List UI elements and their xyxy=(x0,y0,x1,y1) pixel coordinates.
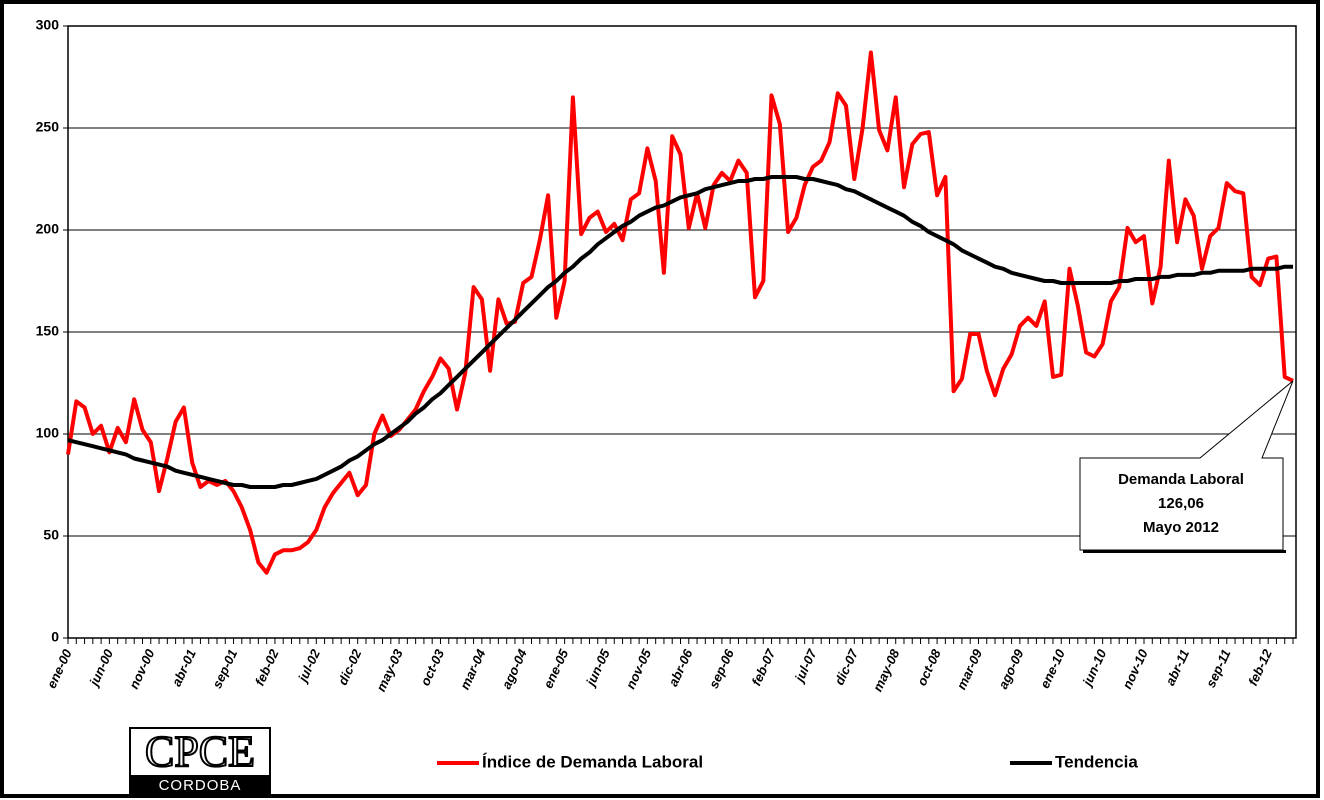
logo-text: CPCE xyxy=(145,727,255,776)
logo-subtext: CORDOBA xyxy=(159,777,242,794)
y-tick-label: 300 xyxy=(36,17,60,33)
y-tick-label: 0 xyxy=(51,629,59,645)
series-line xyxy=(66,50,1294,575)
y-tick-label: 250 xyxy=(36,119,60,135)
legend-label: Índice de Demanda Laboral xyxy=(482,752,703,771)
annotation-text: Mayo 2012 xyxy=(1143,519,1219,536)
series-line xyxy=(67,175,1293,489)
annotation: Demanda Laboral 126,06 Mayo 2012 xyxy=(1079,380,1294,553)
logo-band xyxy=(130,775,270,794)
annotation-text: 126,06 xyxy=(1158,495,1204,512)
logo: CPCE CORDOBA xyxy=(129,726,271,795)
y-tick-label: 50 xyxy=(43,527,59,543)
legend-label: Tendencia xyxy=(1055,752,1138,771)
annotation-text: Demanda Laboral xyxy=(1118,471,1244,488)
annotation-shadow xyxy=(1083,550,1286,553)
y-tick-label: 150 xyxy=(36,323,60,339)
y-tick-label: 100 xyxy=(36,425,60,441)
y-tick-label: 200 xyxy=(36,221,60,237)
